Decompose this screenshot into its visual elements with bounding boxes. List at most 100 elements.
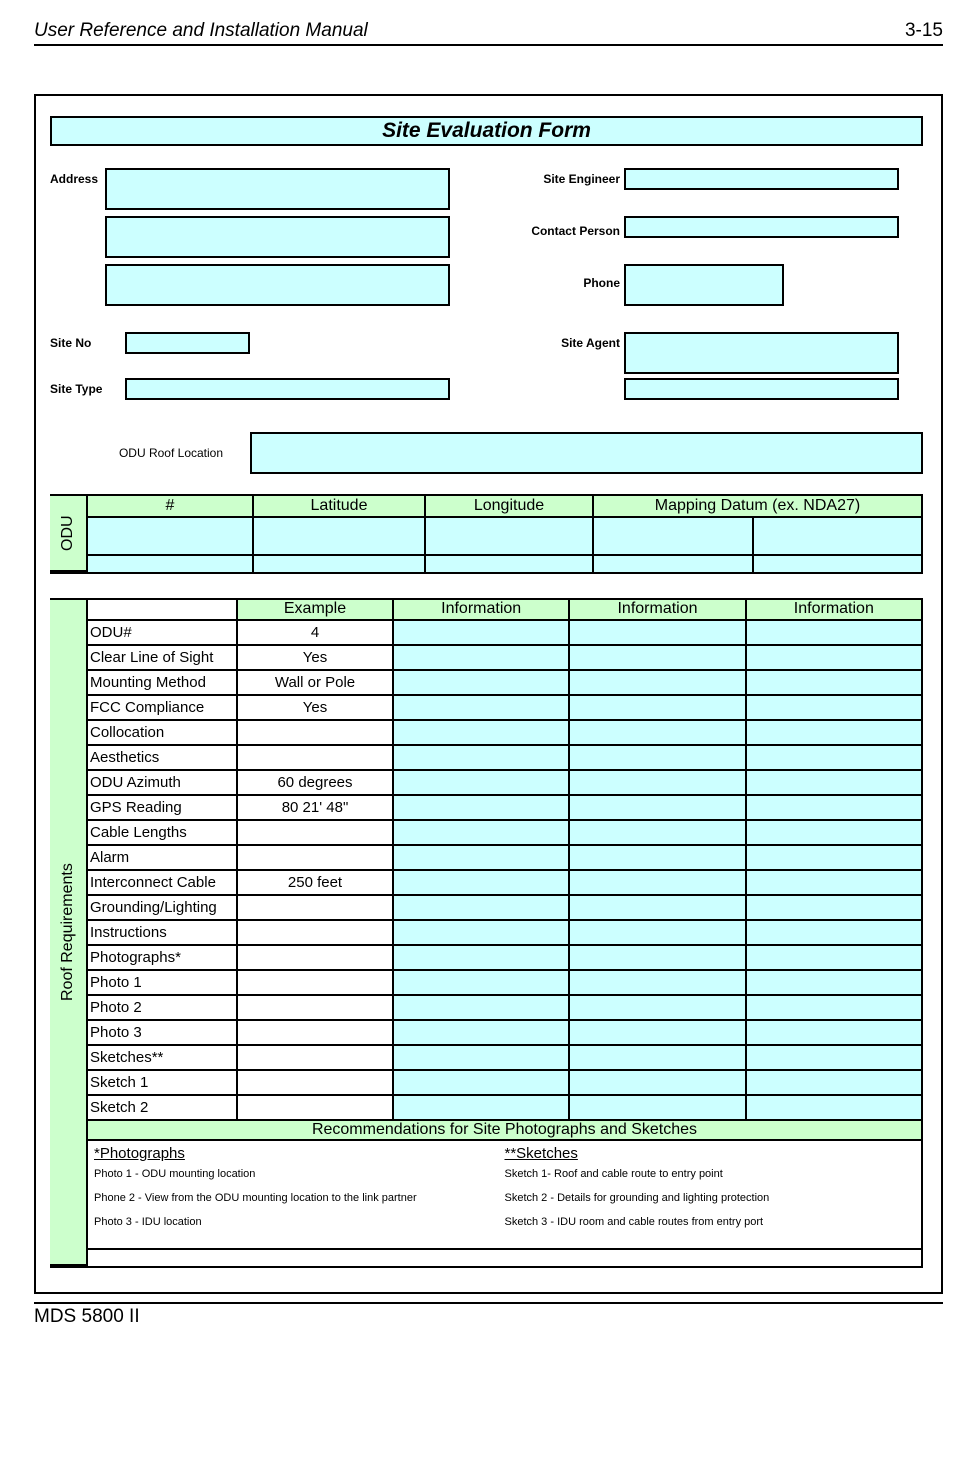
roof-row-info[interactable] bbox=[747, 894, 923, 919]
recommendations-footer[interactable] bbox=[88, 1248, 923, 1266]
roof-row-info[interactable] bbox=[747, 944, 923, 969]
label-site-no: Site No bbox=[50, 336, 91, 350]
roof-row-info[interactable] bbox=[570, 969, 746, 994]
odu-cell[interactable] bbox=[88, 516, 254, 554]
roof-row-info[interactable] bbox=[570, 694, 746, 719]
odu-cell[interactable] bbox=[594, 554, 754, 572]
odu-cell[interactable] bbox=[754, 516, 923, 554]
odu-roof-row: ODU Roof Location bbox=[92, 432, 923, 474]
roof-row-info[interactable] bbox=[570, 669, 746, 694]
roof-row-info[interactable] bbox=[747, 719, 923, 744]
roof-row-info[interactable] bbox=[394, 844, 570, 869]
form-title: Site Evaluation Form bbox=[50, 116, 923, 146]
roof-row-example: 80 21' 48" bbox=[238, 794, 394, 819]
field-address-3[interactable] bbox=[105, 264, 450, 306]
field-phone[interactable] bbox=[624, 264, 784, 306]
roof-row-info[interactable] bbox=[747, 1044, 923, 1069]
roof-row-info[interactable] bbox=[394, 744, 570, 769]
roof-row-info[interactable] bbox=[747, 694, 923, 719]
roof-row-info[interactable] bbox=[394, 1094, 570, 1119]
roof-row-info[interactable] bbox=[394, 644, 570, 669]
roof-row-info[interactable] bbox=[570, 719, 746, 744]
roof-row-info[interactable] bbox=[394, 719, 570, 744]
roof-row-info[interactable] bbox=[570, 1044, 746, 1069]
odu-cell[interactable] bbox=[254, 516, 426, 554]
roof-row-info[interactable] bbox=[570, 869, 746, 894]
roof-row-info[interactable] bbox=[394, 794, 570, 819]
roof-row-info[interactable] bbox=[747, 919, 923, 944]
roof-row-info[interactable] bbox=[570, 944, 746, 969]
roof-row-info[interactable] bbox=[747, 769, 923, 794]
roof-row-info[interactable] bbox=[394, 969, 570, 994]
roof-row-info[interactable] bbox=[394, 694, 570, 719]
roof-row-info[interactable] bbox=[570, 744, 746, 769]
odu-cell[interactable] bbox=[594, 516, 754, 554]
field-address-2[interactable] bbox=[105, 216, 450, 258]
roof-row-info[interactable] bbox=[570, 619, 746, 644]
roof-row-info[interactable] bbox=[394, 1044, 570, 1069]
sketch-line: Sketch 3 - IDU room and cable routes fro… bbox=[505, 1216, 916, 1228]
roof-row-info[interactable] bbox=[394, 1069, 570, 1094]
roof-row-info[interactable] bbox=[394, 944, 570, 969]
roof-row: Photographs* bbox=[88, 944, 923, 969]
odu-cell[interactable] bbox=[754, 554, 923, 572]
roof-row-info[interactable] bbox=[570, 1069, 746, 1094]
roof-row-info[interactable] bbox=[747, 869, 923, 894]
roof-row-info[interactable] bbox=[747, 969, 923, 994]
odu-cell[interactable] bbox=[426, 516, 594, 554]
roof-row: Collocation bbox=[88, 719, 923, 744]
roof-row-info[interactable] bbox=[747, 744, 923, 769]
roof-row-info[interactable] bbox=[570, 1094, 746, 1119]
odu-cell[interactable] bbox=[426, 554, 594, 572]
field-site-no[interactable] bbox=[125, 332, 250, 354]
roof-row-info[interactable] bbox=[747, 1069, 923, 1094]
roof-row-info[interactable] bbox=[570, 894, 746, 919]
roof-row-info[interactable] bbox=[394, 819, 570, 844]
photo-line: Phone 2 - View from the ODU mounting loc… bbox=[94, 1192, 505, 1204]
roof-row-info[interactable] bbox=[570, 844, 746, 869]
roof-row-label: Sketch 1 bbox=[88, 1069, 238, 1094]
roof-row-info[interactable] bbox=[747, 819, 923, 844]
roof-row-info[interactable] bbox=[570, 1019, 746, 1044]
roof-row-label: GPS Reading bbox=[88, 794, 238, 819]
roof-row-info[interactable] bbox=[747, 794, 923, 819]
roof-row-info[interactable] bbox=[747, 619, 923, 644]
odu-cell[interactable] bbox=[254, 554, 426, 572]
roof-row-info[interactable] bbox=[394, 769, 570, 794]
roof-row-info[interactable] bbox=[394, 994, 570, 1019]
odu-cell[interactable] bbox=[88, 554, 254, 572]
roof-row-info[interactable] bbox=[394, 894, 570, 919]
field-address-1[interactable] bbox=[105, 168, 450, 210]
label-contact-person: Contact Person bbox=[500, 224, 620, 238]
roof-row-example: Wall or Pole bbox=[238, 669, 394, 694]
roof-row-info[interactable] bbox=[747, 644, 923, 669]
roof-row-info[interactable] bbox=[570, 994, 746, 1019]
roof-row-example bbox=[238, 969, 394, 994]
roof-row-info[interactable] bbox=[394, 1019, 570, 1044]
roof-row-info[interactable] bbox=[747, 994, 923, 1019]
roof-row-info[interactable] bbox=[570, 769, 746, 794]
roof-row-info[interactable] bbox=[747, 669, 923, 694]
header-page-number: 3-15 bbox=[905, 20, 943, 42]
field-odu-roof[interactable] bbox=[250, 432, 923, 474]
roof-row-info[interactable] bbox=[570, 819, 746, 844]
roof-row-example bbox=[238, 844, 394, 869]
roof-row-info[interactable] bbox=[394, 919, 570, 944]
roof-row-label: Alarm bbox=[88, 844, 238, 869]
roof-row-label: Clear Line of Sight bbox=[88, 644, 238, 669]
field-site-engineer[interactable] bbox=[624, 168, 899, 190]
field-site-agent[interactable] bbox=[624, 332, 899, 374]
roof-row-example: 4 bbox=[238, 619, 394, 644]
roof-row-info[interactable] bbox=[570, 919, 746, 944]
field-contact-person[interactable] bbox=[624, 216, 899, 238]
roof-row-info[interactable] bbox=[747, 844, 923, 869]
roof-row-info[interactable] bbox=[570, 644, 746, 669]
roof-row-info[interactable] bbox=[394, 669, 570, 694]
field-site-type[interactable] bbox=[125, 378, 450, 400]
roof-row-info[interactable] bbox=[394, 869, 570, 894]
roof-row-info[interactable] bbox=[747, 1019, 923, 1044]
field-site-agent-2[interactable] bbox=[624, 378, 899, 400]
roof-row-info[interactable] bbox=[394, 619, 570, 644]
roof-row-info[interactable] bbox=[570, 794, 746, 819]
roof-row-info[interactable] bbox=[747, 1094, 923, 1119]
